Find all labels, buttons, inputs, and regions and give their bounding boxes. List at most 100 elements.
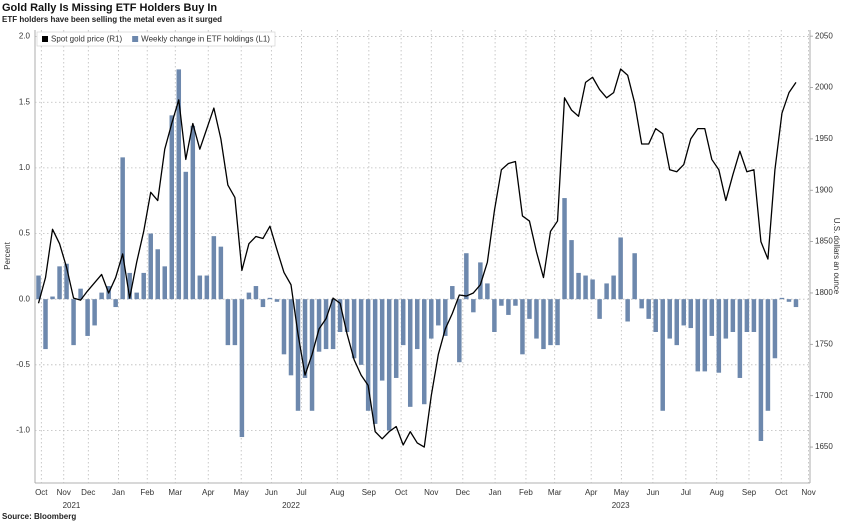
- bar: [772, 299, 778, 359]
- bar: [127, 272, 132, 300]
- bar: [569, 240, 574, 300]
- bar: [414, 299, 420, 350]
- bar: [183, 171, 189, 300]
- y-tick-label: 1.0: [19, 163, 31, 172]
- bar: [155, 249, 160, 300]
- x-tick-label: Apr: [585, 488, 598, 497]
- x-tick-label: Nov: [57, 488, 71, 497]
- year-label: 2023: [612, 501, 630, 510]
- x-tick-label: Jul: [296, 488, 306, 497]
- bar: [218, 246, 224, 300]
- bar: [162, 266, 167, 300]
- bar: [372, 299, 378, 424]
- x-tick-label: Oct: [395, 488, 408, 497]
- bar: [351, 299, 357, 359]
- y-tick-label: -1.0: [16, 426, 30, 435]
- y2-tick-label: 1650: [815, 442, 833, 451]
- bar: [267, 297, 273, 300]
- y2-tick-label: 1700: [815, 391, 833, 400]
- x-tick-label: Mar: [168, 488, 182, 497]
- source: Source: Bloomberg: [2, 512, 76, 521]
- y2-tick-label: 1850: [815, 237, 833, 246]
- x-tick-label: Nov: [801, 488, 815, 497]
- bar: [653, 299, 658, 332]
- bar: [751, 299, 757, 332]
- bar: [625, 299, 630, 322]
- bar: [141, 272, 146, 300]
- x-tick-label: May: [614, 488, 629, 497]
- bar: [99, 292, 104, 300]
- bar: [302, 299, 308, 378]
- y2-tick-label: 2050: [815, 31, 833, 40]
- x-tick-label: Jan: [112, 488, 125, 497]
- bar: [246, 292, 252, 300]
- x-tick-label: Mar: [548, 488, 562, 497]
- legend-label: Spot gold price (R1): [51, 35, 122, 44]
- bar: [450, 286, 455, 300]
- x-tick-label: Oct: [775, 488, 788, 497]
- bar: [57, 266, 62, 300]
- bar: [225, 299, 231, 346]
- legend-swatch: [132, 36, 139, 42]
- bar: [443, 299, 448, 336]
- bar: [499, 299, 504, 306]
- bar: [316, 299, 322, 352]
- bar: [169, 115, 175, 300]
- y2-tick-label: 1900: [815, 185, 833, 194]
- legend-label: Weekly change in ETF holdings (L1): [141, 35, 270, 44]
- y-tick-label: 0.0: [19, 294, 31, 303]
- chart-subtitle: ETF holders have been selling the metal …: [2, 15, 222, 24]
- bar: [337, 299, 343, 332]
- bar: [632, 253, 637, 300]
- bar: [716, 299, 722, 373]
- bar: [478, 262, 483, 300]
- year-label: 2021: [63, 501, 81, 510]
- bar: [176, 69, 182, 300]
- x-tick-label: Jun: [265, 488, 278, 497]
- x-tick-label: Jul: [681, 488, 691, 497]
- bar: [639, 299, 644, 309]
- x-tick-label: Sep: [742, 488, 757, 497]
- bar: [92, 299, 97, 326]
- bar: [604, 283, 609, 300]
- legend: Spot gold price (R1) Weekly change in ETF…: [36, 31, 276, 47]
- x-tick-label: Feb: [140, 488, 154, 497]
- bar: [576, 272, 581, 300]
- bar: [590, 279, 595, 300]
- bar: [64, 263, 69, 300]
- bar: [779, 297, 785, 300]
- bar: [422, 299, 427, 405]
- y-tick-label: 2.0: [19, 32, 31, 41]
- bar: [358, 299, 364, 365]
- x-tick-label: Nov: [424, 488, 438, 497]
- bar: [281, 299, 287, 355]
- bar: [330, 299, 336, 350]
- bar: [120, 157, 125, 300]
- bar: [400, 299, 406, 346]
- bar: [702, 299, 708, 372]
- bar: [407, 299, 413, 407]
- x-tick-label: Oct: [35, 488, 48, 497]
- x-tick-label: Sep: [362, 488, 377, 497]
- bar: [611, 275, 616, 300]
- bar: [379, 299, 385, 381]
- x-tick-label: Dec: [81, 488, 95, 497]
- bar: [660, 299, 665, 411]
- bar: [527, 299, 532, 319]
- bar: [36, 275, 41, 300]
- bar: [674, 299, 679, 346]
- bar: [429, 299, 434, 339]
- bar: [274, 299, 280, 302]
- bar: [471, 299, 476, 313]
- bar: [197, 275, 203, 300]
- y-tick-label: -0.5: [16, 360, 30, 369]
- bar: [688, 299, 694, 329]
- bar: [513, 299, 518, 306]
- bar: [744, 299, 750, 332]
- bar: [618, 237, 623, 300]
- x-tick-label: Feb: [519, 488, 533, 497]
- y-axis-label: Percent: [3, 241, 12, 269]
- bar: [43, 299, 48, 350]
- bar: [485, 283, 490, 300]
